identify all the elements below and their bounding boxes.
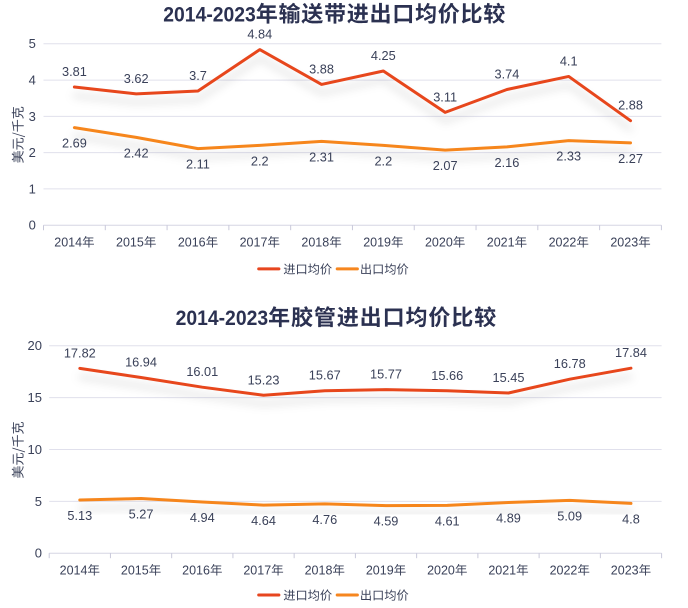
- svg-text:4: 4: [29, 72, 36, 87]
- svg-text:3.88: 3.88: [309, 61, 334, 76]
- svg-text:4.76: 4.76: [312, 512, 337, 527]
- svg-text:15.66: 15.66: [431, 368, 463, 383]
- svg-text:2.33: 2.33: [556, 149, 581, 164]
- svg-text:3.81: 3.81: [62, 64, 87, 79]
- svg-text:2021: 2021: [487, 236, 515, 250]
- svg-text:2016: 2016: [182, 564, 210, 578]
- svg-text:3.74: 3.74: [495, 67, 520, 82]
- svg-text:16.94: 16.94: [125, 355, 157, 370]
- svg-text:2: 2: [29, 145, 36, 160]
- svg-text:2014: 2014: [54, 236, 82, 250]
- svg-text:2014-2023: 2014-2023: [163, 4, 256, 27]
- svg-text:3.62: 3.62: [124, 71, 149, 86]
- svg-text:2017: 2017: [243, 564, 271, 578]
- svg-text:2021: 2021: [488, 564, 516, 578]
- svg-text:15.23: 15.23: [248, 372, 280, 387]
- svg-text:0: 0: [35, 546, 42, 561]
- svg-text:2.2: 2.2: [251, 153, 269, 168]
- svg-text:3.7: 3.7: [189, 68, 207, 83]
- svg-text:5: 5: [29, 36, 36, 51]
- svg-text:17.82: 17.82: [64, 345, 96, 360]
- svg-text:3: 3: [29, 109, 36, 124]
- svg-text:2023: 2023: [611, 564, 639, 578]
- svg-text:2015: 2015: [116, 236, 144, 250]
- svg-text:10: 10: [28, 442, 42, 457]
- svg-text:15: 15: [28, 390, 42, 405]
- svg-text:5: 5: [35, 494, 42, 509]
- svg-text:15.77: 15.77: [370, 367, 402, 382]
- svg-text:4.25: 4.25: [371, 48, 396, 63]
- svg-text:2018: 2018: [301, 236, 329, 250]
- svg-text:2017: 2017: [240, 236, 268, 250]
- svg-text:2018: 2018: [305, 564, 333, 578]
- svg-text:16.01: 16.01: [186, 364, 218, 379]
- svg-text:2022: 2022: [550, 564, 578, 578]
- svg-text:2023: 2023: [610, 236, 638, 250]
- svg-text:15.45: 15.45: [493, 370, 525, 385]
- svg-text:4.59: 4.59: [374, 514, 399, 529]
- svg-text:2022: 2022: [549, 236, 577, 250]
- svg-text:16.78: 16.78: [554, 356, 586, 371]
- svg-text:2020: 2020: [427, 564, 455, 578]
- svg-text:4.61: 4.61: [435, 513, 460, 528]
- svg-text:4.89: 4.89: [496, 510, 521, 525]
- svg-text:2.88: 2.88: [618, 98, 643, 113]
- svg-text:2019: 2019: [366, 564, 394, 578]
- svg-text:2.31: 2.31: [309, 149, 334, 164]
- svg-text:17.84: 17.84: [615, 345, 647, 360]
- svg-text:2016: 2016: [178, 236, 206, 250]
- svg-text:2.2: 2.2: [374, 153, 392, 168]
- svg-text:5.13: 5.13: [67, 508, 92, 523]
- svg-text:20: 20: [28, 338, 42, 353]
- svg-text:2.16: 2.16: [495, 155, 520, 170]
- svg-text:4.1: 4.1: [560, 53, 578, 68]
- svg-text:4.64: 4.64: [251, 513, 276, 528]
- svg-text:2014: 2014: [60, 564, 88, 578]
- svg-text:2014-2023: 2014-2023: [176, 307, 269, 330]
- svg-text:2.11: 2.11: [186, 157, 210, 172]
- svg-text:4.8: 4.8: [622, 511, 640, 526]
- svg-text:5.27: 5.27: [129, 507, 154, 522]
- svg-text:0: 0: [29, 218, 36, 233]
- svg-text:2015: 2015: [121, 564, 149, 578]
- svg-text:1: 1: [29, 181, 36, 196]
- svg-text:5.09: 5.09: [557, 508, 582, 523]
- svg-text:2020: 2020: [425, 236, 453, 250]
- svg-text:2019: 2019: [363, 236, 391, 250]
- svg-text:3.11: 3.11: [433, 89, 457, 104]
- svg-text:2.42: 2.42: [124, 145, 149, 160]
- svg-text:4.94: 4.94: [190, 510, 215, 525]
- svg-text:2.07: 2.07: [433, 158, 458, 173]
- svg-text:2.27: 2.27: [618, 151, 643, 166]
- svg-text:4.84: 4.84: [247, 27, 272, 42]
- svg-text:15.67: 15.67: [309, 368, 341, 383]
- svg-text:2.69: 2.69: [62, 136, 87, 151]
